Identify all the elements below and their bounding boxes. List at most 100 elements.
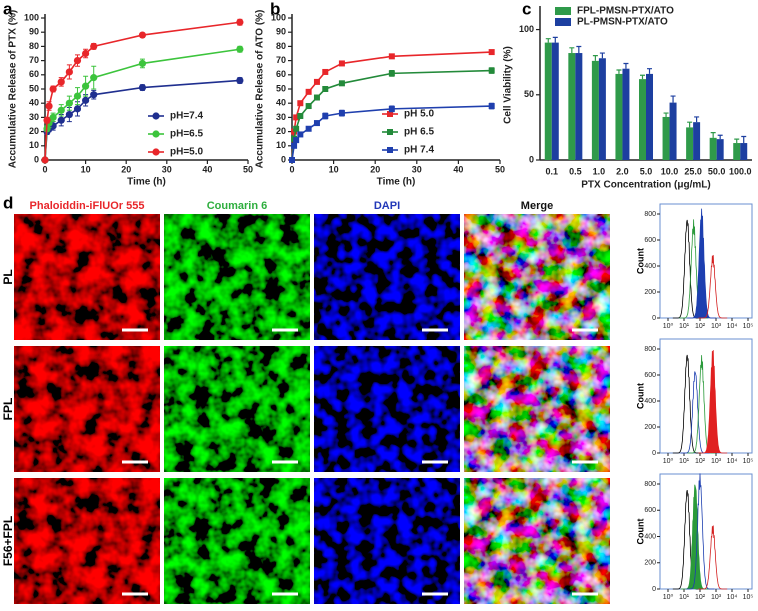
y-tick-label: 800 [644, 346, 656, 353]
x-tick-label: 10⁵ [743, 594, 754, 601]
error-bar [647, 68, 652, 74]
micrograph [164, 214, 310, 340]
panel-letter: a [3, 0, 13, 18]
error-bar [734, 138, 740, 144]
y-tick-label: 50 [29, 83, 39, 93]
x-tick-label: 10⁴ [727, 323, 738, 330]
data-point [388, 105, 395, 112]
legend-label: pH=6.5 [170, 129, 204, 140]
histogram-curve [687, 208, 716, 319]
micrograph [314, 214, 460, 340]
data-point [138, 59, 147, 68]
bar [716, 139, 724, 160]
column-title: DAPI [374, 200, 400, 212]
x-tick-label: 0.5 [569, 166, 582, 176]
data-point [291, 142, 298, 149]
error-bar [710, 132, 716, 138]
bar [575, 53, 583, 160]
data-point [138, 31, 147, 39]
data-point [65, 68, 73, 76]
column-title: Phaloiddin-iFlUOr 555 [30, 200, 145, 212]
row-label: F56+FPL [1, 516, 15, 566]
x-tick-label: 30 [412, 164, 422, 174]
data-point [313, 78, 320, 85]
histogram-curve [698, 525, 728, 590]
error-bar [569, 47, 575, 54]
x-tick-label: 1.0 [593, 166, 606, 176]
data-point [305, 125, 312, 132]
data-point [65, 99, 73, 107]
data-point [322, 112, 329, 119]
y-axis-label: Count [635, 248, 645, 274]
x-tick-label: 5.0 [640, 166, 653, 176]
y-axis-label: Count [635, 519, 645, 545]
bar [662, 116, 670, 160]
data-point [73, 105, 82, 113]
data-point [313, 120, 320, 127]
x-tick-label: 10⁰ [663, 457, 674, 465]
x-tick-label: 10⁴ [727, 458, 738, 465]
x-tick-label: 10⁵ [743, 323, 754, 330]
bar [669, 102, 677, 160]
y-tick-label: 100 [24, 12, 39, 22]
x-tick-label: 10¹ [679, 323, 690, 330]
y-tick-label: 90 [29, 27, 39, 37]
legend-label: pH 6.5 [404, 127, 434, 138]
y-tick-label: 200 [644, 289, 656, 296]
column-title: Merge [521, 200, 553, 212]
y-tick-label: 800 [644, 481, 656, 488]
micrograph-texture [14, 346, 160, 472]
data-point [488, 67, 495, 74]
x-tick-label: 10³ [711, 458, 722, 465]
bar [598, 58, 606, 161]
legend-marker [387, 111, 393, 117]
data-point [45, 102, 53, 110]
x-tick-label: 10³ [711, 323, 722, 330]
micrograph-texture [464, 478, 610, 604]
data-point [90, 91, 98, 99]
data-point [297, 131, 304, 138]
legend-label: pH 5.0 [404, 109, 434, 120]
x-tick-label: 10² [695, 323, 706, 330]
y-tick-label: 30 [276, 112, 286, 122]
legend-label: pH=5.0 [170, 147, 204, 158]
data-point [73, 57, 82, 65]
x-axis-label: PTX Concentration (μg/mL) [581, 180, 710, 191]
data-point [338, 80, 345, 87]
data-point [57, 106, 65, 114]
legend-label: PL-PMSN-PTX/ATO [577, 17, 668, 28]
bar [551, 42, 559, 160]
y-axis-label: Accumulative Release of ATO (%) [255, 10, 266, 169]
micrograph-texture [314, 214, 460, 340]
y-tick-label: 600 [644, 372, 656, 379]
data-point [236, 76, 244, 85]
micrograph-texture [164, 478, 310, 604]
data-point [338, 60, 345, 67]
y-tick-label: 400 [644, 263, 656, 270]
micrograph-texture [464, 346, 610, 472]
data-point [322, 68, 329, 75]
x-tick-label: 10 [329, 164, 339, 174]
x-tick-label: 2.0 [616, 166, 629, 176]
micrograph-texture [464, 214, 610, 340]
error-bar [592, 55, 598, 61]
legend-label: pH=7.4 [170, 111, 204, 122]
micrograph [164, 478, 310, 604]
y-tick-label: 80 [29, 41, 39, 51]
bar [733, 143, 741, 160]
data-point [305, 88, 312, 95]
y-tick-label: 100 [519, 24, 534, 34]
bar [591, 60, 599, 160]
data-point [43, 116, 51, 124]
legend-marker [152, 148, 160, 156]
data-point [388, 70, 395, 77]
y-tick-label: 0 [652, 315, 656, 322]
y-tick-label: 200 [644, 560, 656, 567]
data-point [313, 94, 320, 101]
data-point [236, 45, 244, 53]
legend-marker [152, 130, 160, 138]
y-tick-label: 100 [271, 12, 286, 22]
y-axis-label: Accumulative Release of PTX (%) [8, 10, 19, 168]
data-point [138, 83, 147, 92]
error-bar [599, 52, 605, 59]
